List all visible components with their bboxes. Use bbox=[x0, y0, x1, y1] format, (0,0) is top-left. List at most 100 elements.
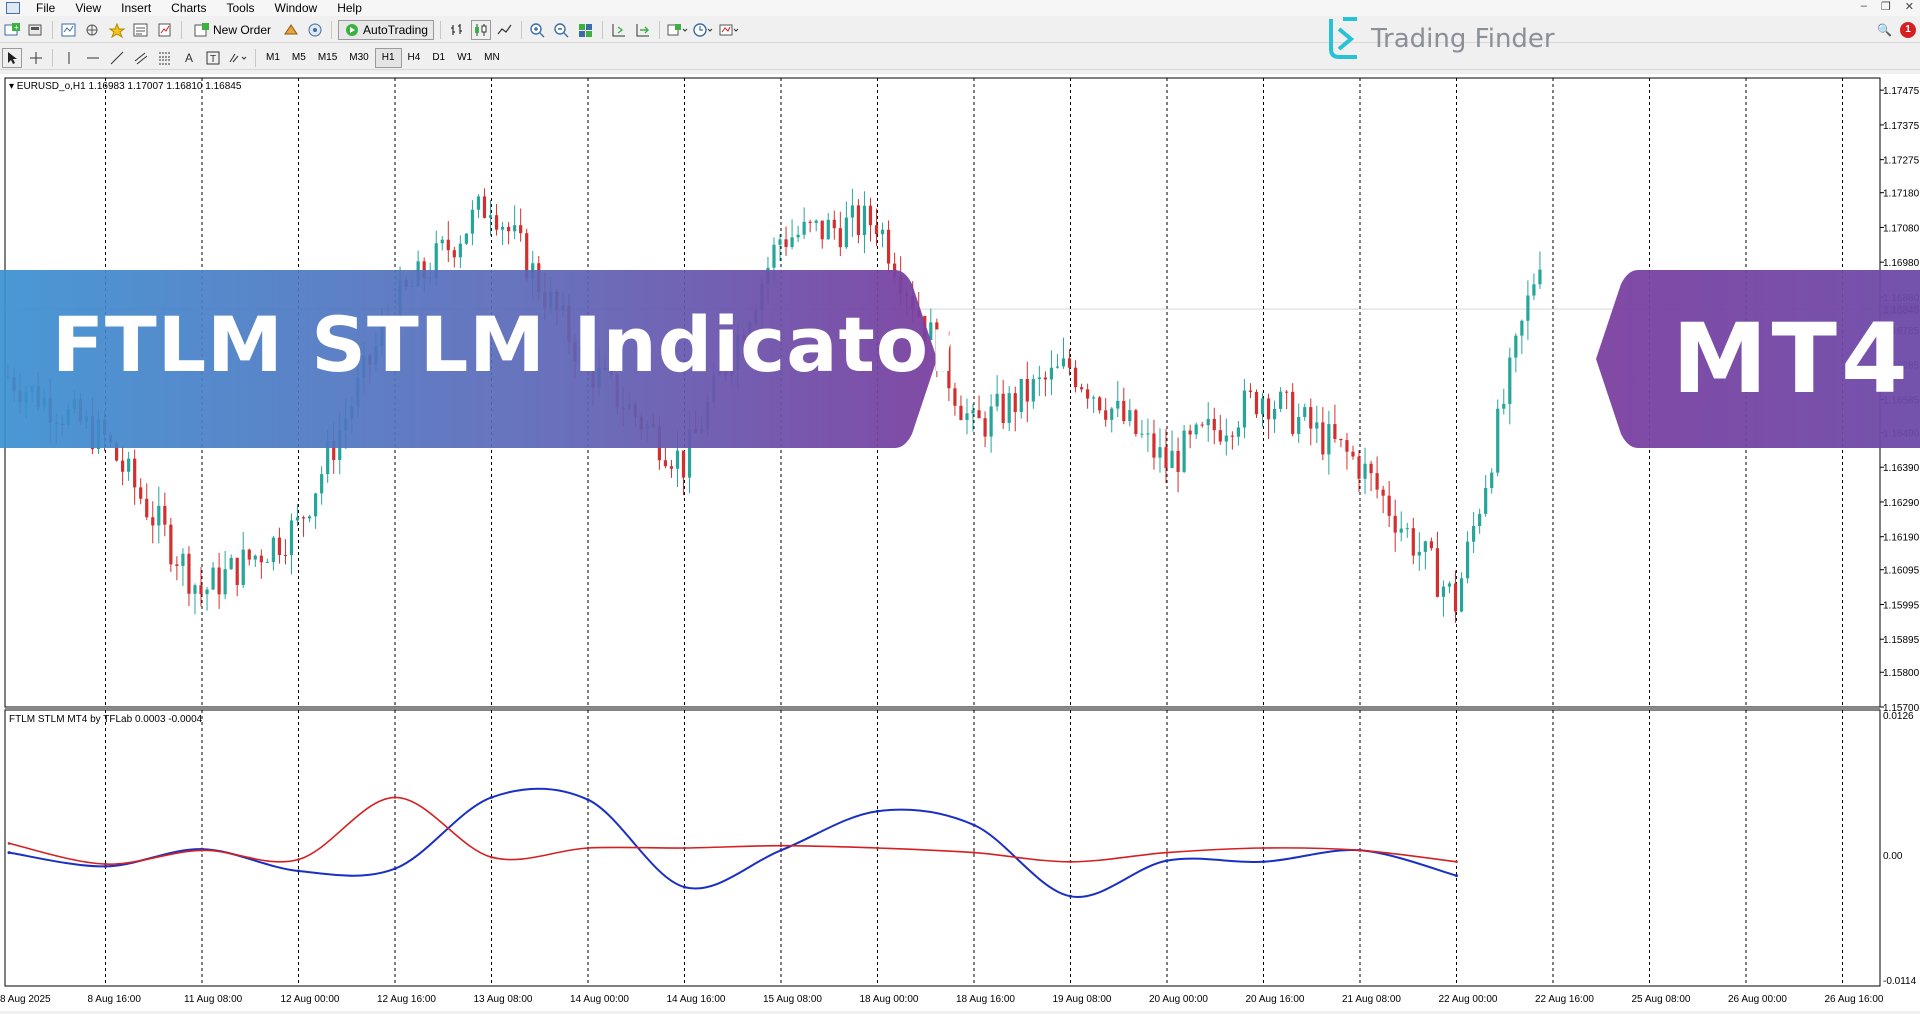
ftlm-point bbox=[586, 846, 590, 850]
ftlm-point bbox=[779, 844, 783, 847]
candle-body bbox=[253, 555, 257, 560]
menu-charts[interactable]: Charts bbox=[171, 1, 207, 15]
menu-insert[interactable]: Insert bbox=[121, 1, 152, 15]
candlestick-chart-icon[interactable] bbox=[470, 20, 491, 40]
time-label: 8 Aug 16:00 bbox=[88, 994, 142, 1005]
fibonacci-icon[interactable] bbox=[155, 48, 175, 68]
menu-file[interactable]: File bbox=[36, 1, 56, 15]
strategy-tester-icon[interactable] bbox=[155, 20, 175, 40]
candle-body bbox=[1508, 357, 1512, 404]
timeframe-d1[interactable]: D1 bbox=[432, 52, 446, 63]
stlm-point bbox=[586, 798, 590, 802]
help-search-icon[interactable]: 🔍 bbox=[1877, 23, 1892, 37]
restore-icon[interactable]: ❐ bbox=[1880, 1, 1891, 13]
candle-body bbox=[127, 458, 131, 472]
text-label-icon[interactable]: T bbox=[203, 48, 223, 68]
candle-body bbox=[868, 205, 873, 226]
zoom-out-icon[interactable] bbox=[552, 20, 572, 40]
horizontal-line-icon[interactable] bbox=[83, 48, 103, 68]
chart-shift-icon[interactable] bbox=[609, 20, 629, 40]
candle-body bbox=[1134, 410, 1138, 435]
close-icon[interactable]: ✕ bbox=[1904, 1, 1914, 13]
menu-view[interactable]: View bbox=[75, 1, 102, 15]
candle-body bbox=[784, 239, 788, 247]
timeframe-m15[interactable]: M15 bbox=[317, 52, 338, 63]
candle-body bbox=[856, 205, 861, 236]
price-chart-svg[interactable]: 1.17475 1.17375 1.17275 1.17180 1.17080 1.169… bbox=[0, 74, 1920, 1011]
menu-tools[interactable]: Tools bbox=[226, 1, 255, 15]
bar-chart-icon[interactable] bbox=[447, 20, 467, 40]
candle-body bbox=[1429, 541, 1433, 549]
periods-icon[interactable] bbox=[692, 20, 714, 40]
autotrading-button[interactable]: AutoTrading bbox=[338, 20, 434, 40]
profiles-icon[interactable] bbox=[26, 20, 46, 40]
candle-body bbox=[507, 226, 511, 232]
menu-help[interactable]: Help bbox=[337, 1, 362, 15]
timeframe-m30[interactable]: M30 bbox=[349, 52, 369, 63]
candle-body bbox=[1484, 488, 1488, 514]
candle-body bbox=[1140, 433, 1144, 435]
timeframe-h4[interactable]: H4 bbox=[407, 52, 421, 63]
zoom-in-icon[interactable] bbox=[528, 20, 548, 40]
indicator-frame bbox=[4, 709, 1881, 987]
arrows-icon[interactable] bbox=[227, 48, 249, 68]
candle-body bbox=[223, 569, 227, 595]
candle-body bbox=[1073, 367, 1078, 388]
text-icon[interactable]: A bbox=[179, 48, 199, 68]
notification-badge[interactable]: 1 bbox=[1900, 22, 1916, 38]
time-label: 19 Aug 08:00 bbox=[1053, 994, 1112, 1005]
menu-window[interactable]: Window bbox=[274, 1, 318, 15]
terminal-icon[interactable] bbox=[131, 20, 151, 40]
candle-body bbox=[1399, 528, 1403, 533]
signals-icon[interactable] bbox=[305, 20, 325, 40]
indicators-icon[interactable] bbox=[666, 20, 688, 40]
crosshair-icon[interactable] bbox=[26, 48, 46, 68]
ftlm-point bbox=[104, 862, 107, 866]
trendline-icon[interactable] bbox=[107, 48, 127, 68]
candle-body bbox=[663, 460, 668, 467]
autoscroll-icon[interactable] bbox=[633, 20, 653, 40]
candle-body bbox=[434, 243, 438, 279]
title-banner bbox=[0, 270, 937, 448]
metaeditor-icon[interactable] bbox=[281, 20, 301, 40]
candle-body bbox=[1152, 433, 1156, 458]
indicator-scale-label: 0.0126 bbox=[1883, 711, 1914, 722]
chart-window[interactable]: 1.17475 1.17375 1.17275 1.17180 1.17080 1.169… bbox=[0, 74, 1920, 1011]
timeframe-mn[interactable]: MN bbox=[484, 52, 500, 63]
candle-body bbox=[1200, 424, 1204, 426]
candle-body bbox=[1315, 422, 1319, 429]
navigator-icon[interactable] bbox=[107, 20, 127, 40]
candle-body bbox=[1520, 320, 1524, 336]
templates-icon[interactable] bbox=[718, 20, 740, 40]
timeframe-h1[interactable]: H1 bbox=[374, 48, 402, 68]
stlm-point bbox=[490, 795, 493, 799]
timeframe-w1[interactable]: W1 bbox=[457, 52, 473, 63]
candle-body bbox=[935, 322, 939, 371]
vertical-line-icon[interactable] bbox=[59, 48, 79, 68]
candle-body bbox=[1182, 430, 1186, 472]
channel-icon[interactable] bbox=[131, 48, 151, 68]
time-label: 20 Aug 00:00 bbox=[1149, 994, 1208, 1005]
minimize-icon[interactable]: – bbox=[1860, 0, 1867, 12]
time-label: 12 Aug 16:00 bbox=[377, 994, 436, 1005]
candle-body bbox=[121, 460, 125, 472]
candle-body bbox=[965, 413, 969, 420]
candle-body bbox=[1206, 418, 1210, 426]
candle-body bbox=[995, 393, 999, 407]
line-chart-icon[interactable] bbox=[495, 20, 515, 40]
timeframe-m5[interactable]: M5 bbox=[291, 52, 306, 63]
candle-body bbox=[687, 428, 692, 478]
candle-body bbox=[1092, 397, 1096, 399]
new-order-button[interactable]: New Order bbox=[188, 20, 277, 40]
data-window-icon[interactable] bbox=[83, 20, 103, 40]
drawing-toolbar: A T M1 M5 M15 M30 H1 H4 D1 W1 MN bbox=[0, 47, 1920, 70]
new-chart-icon[interactable]: + bbox=[2, 20, 22, 40]
cursor-icon[interactable] bbox=[2, 48, 22, 68]
ftlm-point bbox=[200, 849, 204, 852]
timeframe-m1[interactable]: M1 bbox=[266, 52, 280, 63]
market-watch-icon[interactable] bbox=[59, 20, 79, 40]
candle-body bbox=[271, 537, 275, 563]
candle-body bbox=[1381, 489, 1385, 496]
candle-body bbox=[1086, 389, 1090, 399]
tile-windows-icon[interactable] bbox=[576, 20, 596, 40]
